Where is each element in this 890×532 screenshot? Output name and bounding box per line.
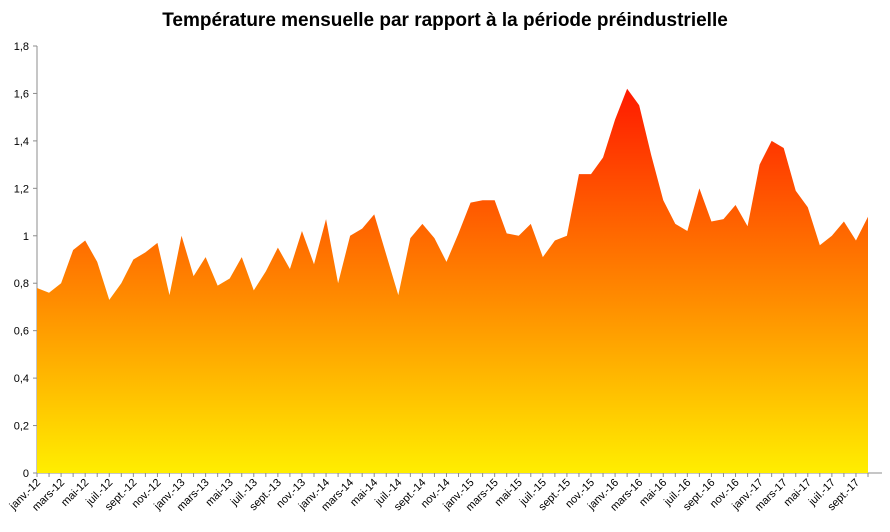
x-tick-label: mai-17: [782, 477, 814, 509]
y-tick-label: 1,4: [14, 136, 29, 148]
x-tick-label: mai-12: [59, 477, 91, 509]
y-tick-label: 1: [23, 231, 29, 243]
chart-title: Température mensuelle par rapport à la p…: [162, 10, 728, 31]
temperature-area: [37, 88, 868, 473]
x-tick-label: mai-13: [204, 477, 236, 509]
y-tick-label: 1,2: [14, 183, 29, 195]
x-tick-label: mai-14: [348, 477, 380, 509]
y-tick-label: 0,8: [14, 278, 29, 290]
y-tick-label: 0: [23, 468, 29, 480]
y-tick-label: 0,4: [14, 373, 29, 385]
y-tick-label: 0,2: [14, 421, 29, 433]
x-tick-label: mai-15: [493, 477, 525, 509]
y-tick-label: 1,6: [14, 88, 29, 100]
x-tick-label: mai-16: [637, 477, 669, 509]
y-tick-label: 0,6: [14, 326, 29, 338]
y-tick-label: 1,8: [14, 41, 29, 53]
